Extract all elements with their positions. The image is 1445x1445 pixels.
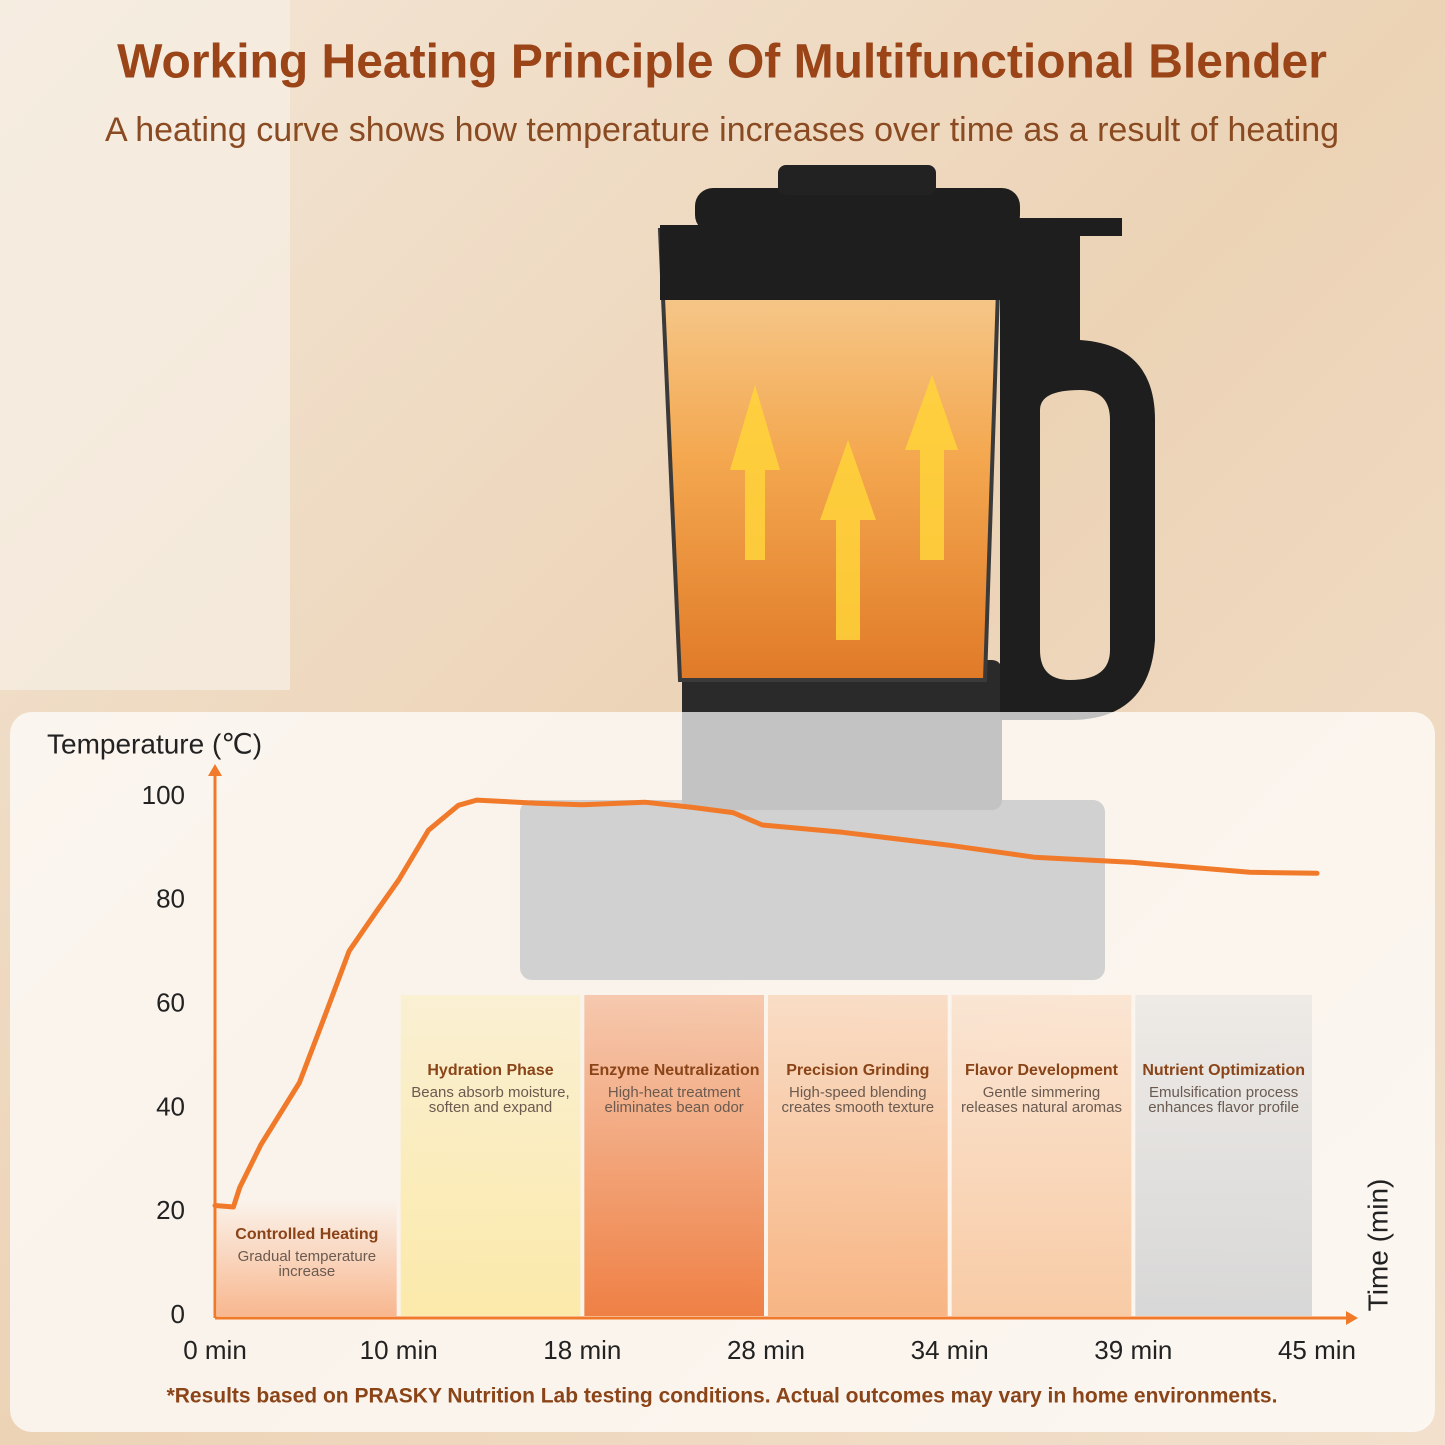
y-tick-label: 20: [156, 1195, 185, 1225]
y-tick-label: 100: [142, 780, 185, 810]
phase-band: [400, 995, 581, 1316]
phase-description: creates smooth texture: [782, 1099, 935, 1116]
x-tick-label: 45 min: [1278, 1335, 1356, 1365]
x-tick-label: 39 min: [1094, 1335, 1172, 1365]
x-tick-label: 0 min: [183, 1335, 247, 1365]
chart-subtitle: A heating curve shows how temperature in…: [105, 111, 1339, 149]
phase-description: enhances flavor profile: [1148, 1099, 1299, 1116]
phase-description: eliminates bean odor: [605, 1099, 744, 1116]
x-tick-label: 28 min: [727, 1335, 805, 1365]
phase-description: Emulsification process: [1149, 1084, 1298, 1101]
x-axis-label: Time (min): [1362, 1179, 1393, 1312]
chart-title: Working Heating Principle Of Multifuncti…: [117, 36, 1327, 89]
y-tick-label: 60: [156, 987, 185, 1017]
window: [0, 0, 290, 690]
phase-description: High-speed blending: [789, 1084, 927, 1101]
phase-description: Gentle simmering: [983, 1084, 1101, 1101]
x-tick-label: 18 min: [543, 1335, 621, 1365]
phase-description: increase: [278, 1263, 335, 1280]
phase-description: releases natural aromas: [961, 1099, 1122, 1116]
phase-title: Controlled Heating: [235, 1226, 378, 1243]
phase-band: [217, 1200, 397, 1316]
y-tick-label: 40: [156, 1091, 185, 1121]
phase-band: [768, 995, 948, 1316]
footnote: *Results based on PRASKY Nutrition Lab t…: [167, 1385, 1278, 1408]
y-tick-label: 0: [171, 1299, 185, 1329]
phase-description: Gradual temperature: [238, 1248, 376, 1265]
phase-title: Hydration Phase: [427, 1062, 553, 1079]
phase-title: Flavor Development: [965, 1062, 1119, 1079]
phase-band: [951, 995, 1132, 1316]
phase-title: Precision Grinding: [786, 1062, 929, 1079]
phase-title: Enzyme Neutralization: [589, 1062, 760, 1079]
phase-description: Beans absorb moisture,: [411, 1084, 569, 1101]
phase-band: [1135, 995, 1312, 1316]
phase-title: Nutrient Optimization: [1142, 1062, 1305, 1079]
phase-band: [584, 995, 764, 1316]
phase-description: High-heat treatment: [608, 1084, 741, 1101]
phase-description: soften and expand: [429, 1099, 552, 1116]
x-tick-label: 34 min: [911, 1335, 989, 1365]
x-tick-label: 10 min: [360, 1335, 438, 1365]
x-axis-arrow: [1346, 1311, 1358, 1325]
y-axis-label: Temperature (℃): [47, 728, 262, 759]
temperature-line: [212, 797, 1320, 1210]
y-axis-arrow: [208, 764, 222, 776]
y-tick-label: 80: [156, 884, 185, 914]
